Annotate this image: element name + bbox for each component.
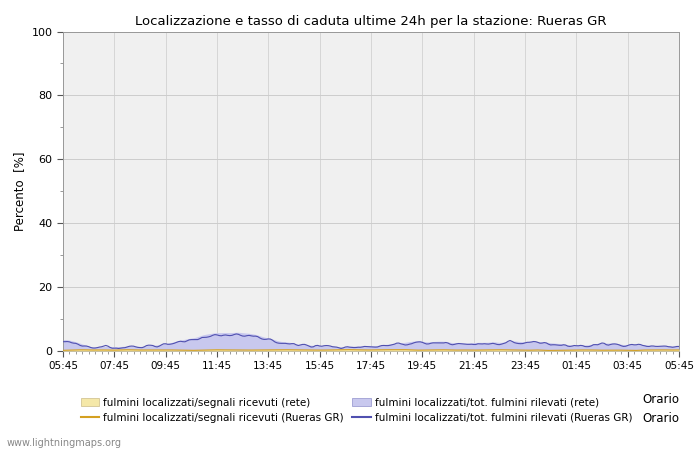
Text: Orario: Orario — [642, 412, 679, 425]
Text: www.lightningmaps.org: www.lightningmaps.org — [7, 438, 122, 448]
Y-axis label: Percento  [%]: Percento [%] — [13, 152, 26, 231]
Legend: fulmini localizzati/segnali ricevuti (rete), fulmini localizzati/segnali ricevut: fulmini localizzati/segnali ricevuti (re… — [80, 398, 633, 423]
Title: Localizzazione e tasso di caduta ultime 24h per la stazione: Rueras GR: Localizzazione e tasso di caduta ultime … — [135, 14, 607, 27]
Text: Orario: Orario — [642, 392, 679, 405]
